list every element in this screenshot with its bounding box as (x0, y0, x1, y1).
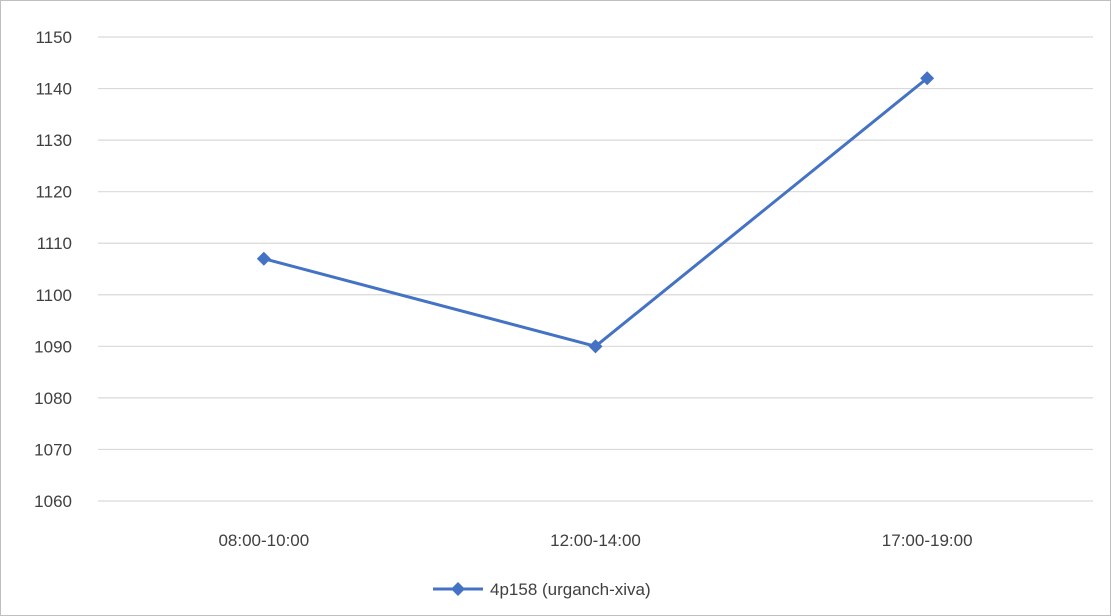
series-layer (256, 71, 935, 354)
data-point (920, 71, 935, 86)
legend-label: 4p158 (urganch-xiva) (490, 580, 651, 599)
y-tick-label: 1080 (34, 389, 72, 408)
y-tick-label: 1090 (34, 337, 72, 356)
x-axis-ticks: 08:00-10:00 12:00-14:00 17:00-19:00 (218, 531, 972, 550)
y-tick-label: 1150 (35, 28, 72, 47)
y-tick-label: 1130 (35, 131, 72, 150)
data-point (588, 339, 603, 354)
y-tick-label: 1110 (37, 234, 72, 253)
series-line (263, 77, 929, 348)
x-tick-label: 12:00-14:00 (550, 531, 641, 550)
y-axis-ticks: 1060 1070 1080 1090 1100 1110 1120 1130 1140 1150 (34, 28, 72, 511)
legend-marker (451, 582, 465, 596)
x-tick-label: 17:00-19:00 (882, 531, 973, 550)
legend: 4p158 (urganch-xiva) (433, 580, 651, 599)
x-tick-label: 08:00-10:00 (218, 531, 309, 550)
gridlines (98, 36, 1093, 502)
y-tick-label: 1060 (34, 492, 72, 511)
y-tick-label: 1120 (35, 183, 72, 202)
y-tick-label: 1140 (35, 80, 72, 99)
y-tick-label: 1100 (35, 286, 72, 305)
y-tick-label: 1070 (34, 440, 72, 459)
data-point (256, 251, 271, 266)
